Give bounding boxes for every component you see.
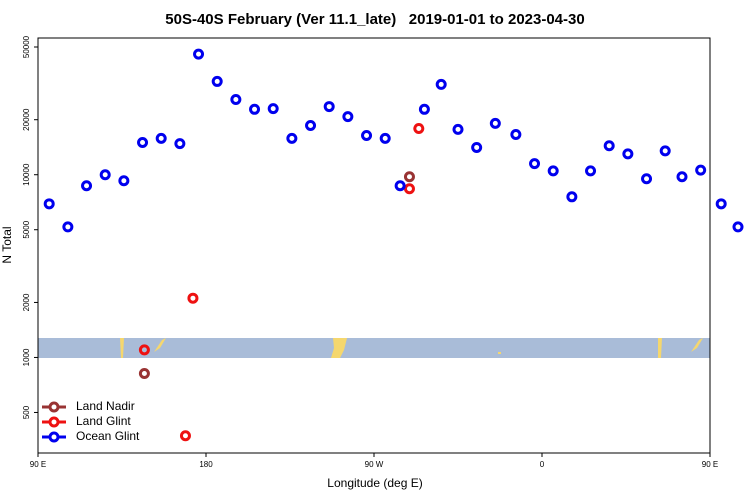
- point: [379, 132, 391, 144]
- point: [267, 103, 279, 115]
- point: [394, 180, 406, 192]
- point: [676, 171, 688, 183]
- point: [342, 111, 354, 123]
- point: [249, 103, 261, 115]
- point: [715, 198, 727, 210]
- point: [361, 129, 373, 141]
- point: [193, 48, 205, 60]
- x-tick-label: 0: [540, 460, 545, 469]
- point: [452, 123, 464, 135]
- ocean-band: [38, 338, 710, 358]
- land: [120, 338, 124, 358]
- point: [695, 164, 707, 176]
- legend-marker: [48, 401, 60, 413]
- y-tick-label: 20000: [22, 108, 31, 131]
- point: [641, 173, 653, 185]
- point: [81, 180, 93, 192]
- point: [603, 140, 615, 152]
- y-tick-label: 1000: [22, 348, 31, 366]
- y-tick-label: 2000: [22, 293, 31, 311]
- legend-label: Land Nadir: [76, 399, 135, 413]
- legend-label: Ocean Glint: [76, 429, 140, 443]
- point: [547, 165, 559, 177]
- point: [230, 94, 242, 106]
- point: [179, 430, 191, 442]
- point: [622, 148, 634, 160]
- y-tick-label: 10000: [22, 163, 31, 186]
- point: [510, 128, 522, 140]
- point: [413, 123, 425, 135]
- point: [138, 344, 150, 356]
- point: [659, 145, 671, 157]
- land: [331, 338, 347, 358]
- chart-title: 50S-40S February (Ver 11.1_late) 2019-01…: [165, 11, 584, 28]
- plot-frame: [37, 37, 711, 454]
- point: [585, 165, 597, 177]
- y-tick-label: 500: [22, 405, 31, 419]
- y-axis-label: N Total: [0, 226, 14, 263]
- point: [566, 191, 578, 203]
- x-tick-label: 180: [199, 460, 213, 469]
- y-tick-label: 50000: [22, 35, 31, 58]
- x-tick-label: 90 W: [365, 460, 384, 469]
- point: [99, 169, 111, 181]
- legend-marker: [48, 416, 60, 428]
- y-tick-label: 5000: [22, 220, 31, 238]
- point: [211, 75, 223, 87]
- land: [498, 352, 501, 354]
- point: [118, 175, 130, 187]
- land: [658, 338, 662, 358]
- point: [529, 158, 541, 170]
- x-tick-label: 90 E: [30, 460, 46, 469]
- point: [43, 198, 55, 210]
- point: [403, 171, 415, 183]
- point: [489, 117, 501, 129]
- point: [403, 183, 415, 195]
- point: [435, 78, 447, 90]
- legend-marker: [48, 431, 60, 443]
- point: [174, 138, 186, 150]
- point: [62, 221, 74, 233]
- point: [155, 132, 167, 144]
- x-axis-label: Longitude (deg E): [327, 476, 422, 490]
- point: [137, 137, 149, 149]
- point: [418, 103, 430, 115]
- point: [138, 367, 150, 379]
- land: [691, 338, 703, 352]
- land: [154, 338, 166, 352]
- point: [323, 101, 335, 113]
- point: [286, 132, 298, 144]
- point: [732, 221, 744, 233]
- point: [187, 292, 199, 304]
- point: [305, 119, 317, 131]
- legend-label: Land Glint: [76, 414, 131, 428]
- x-tick-label: 90 E: [702, 460, 718, 469]
- point: [471, 141, 483, 153]
- map-strip: [38, 338, 710, 358]
